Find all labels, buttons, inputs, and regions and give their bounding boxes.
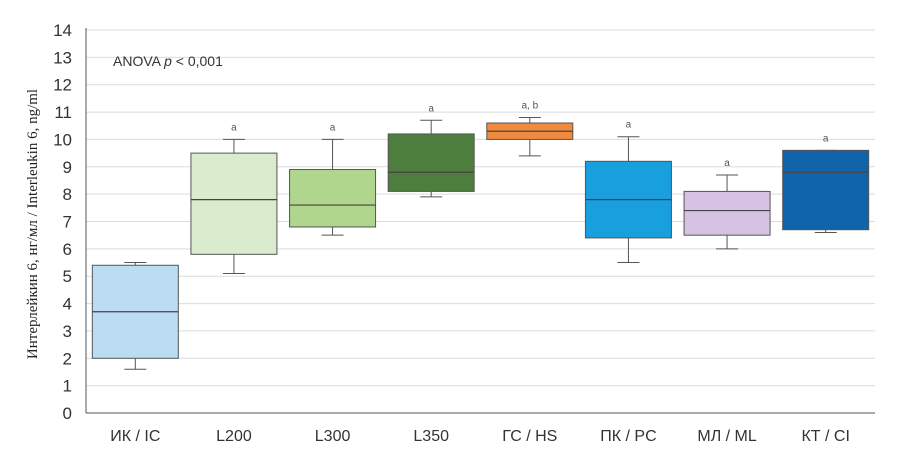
y-tick-label: 14 (53, 21, 72, 40)
y-tick-label: 8 (63, 185, 72, 204)
y-tick-label: 3 (63, 322, 72, 341)
y-tick-label: 11 (54, 103, 72, 122)
y-tick-label: 0 (63, 404, 72, 423)
y-tick-label: 9 (63, 158, 72, 177)
box-iqr (782, 149, 870, 231)
significance-label: a (823, 133, 829, 144)
x-tick-label: ПК / PC (600, 428, 656, 445)
anova-annotation: ANOVA p < 0,001 (113, 53, 223, 69)
x-tick-label: ИК / IC (110, 428, 160, 445)
labels: ИК / IC a L200 a L300 a L350 a, b ГС / HS a ПК / P… (110, 101, 850, 445)
box-plot-5 (584, 136, 672, 264)
y-tick-label: 1 (63, 377, 72, 396)
significance-label: a (231, 122, 237, 133)
box-plot-7 (782, 149, 870, 233)
boxes (91, 117, 870, 370)
y-tick-label: 12 (53, 76, 72, 95)
significance-label: a (724, 158, 730, 169)
box-plot-0 (91, 262, 179, 370)
anova-prefix: ANOVA (113, 53, 164, 69)
box-plot-2 (289, 138, 377, 236)
x-tick-label: L200 (216, 428, 252, 445)
y-tick-label: 5 (63, 267, 72, 286)
significance-label: a (428, 103, 434, 114)
x-tick-label: МЛ / ML (697, 428, 756, 445)
box-plot-4 (486, 117, 574, 157)
box-iqr (190, 152, 278, 255)
significance-label: a, b (521, 101, 538, 112)
y-tick-label: 7 (63, 213, 72, 232)
anova-suffix: < 0,001 (172, 53, 223, 69)
x-tick-label: КТ / CI (801, 428, 849, 445)
y-tick-label: 4 (63, 295, 72, 314)
y-tick-label: 10 (53, 130, 72, 149)
box-iqr (387, 133, 475, 192)
x-tick-label: ГС / HS (502, 428, 557, 445)
significance-label: a (330, 122, 336, 133)
box-plot-1 (190, 138, 278, 274)
y-tick-label: 2 (63, 349, 72, 368)
anova-p-symbol: p (163, 53, 172, 69)
y-tick-label: 6 (63, 240, 72, 259)
significance-label: a (626, 120, 632, 131)
x-tick-label: L300 (315, 428, 351, 445)
box-plot-6 (683, 174, 771, 250)
box-iqr (289, 169, 377, 228)
y-tick-label: 13 (53, 48, 72, 67)
box-plot-3 (387, 119, 475, 198)
x-tick-label: L350 (413, 428, 449, 445)
y-axis-label: Интерлейкин 6, нг/мл / Interleukin 6, ng… (25, 89, 41, 359)
box-iqr (683, 190, 771, 236)
